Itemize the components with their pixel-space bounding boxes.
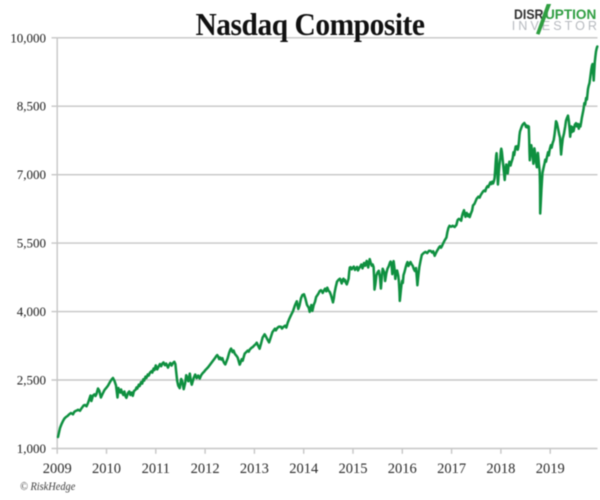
svg-text:1,000: 1,000 — [17, 441, 46, 456]
svg-text:4,000: 4,000 — [17, 304, 46, 319]
svg-text:2014: 2014 — [289, 461, 319, 477]
svg-text:8,500: 8,500 — [17, 99, 46, 114]
svg-text:2015: 2015 — [339, 461, 368, 477]
svg-text:2017: 2017 — [437, 461, 466, 477]
svg-text:2009: 2009 — [43, 461, 72, 477]
svg-text:10,000: 10,000 — [10, 30, 46, 45]
svg-text:2012: 2012 — [191, 461, 220, 477]
svg-text:2,500: 2,500 — [17, 373, 46, 388]
svg-text:2013: 2013 — [240, 461, 269, 477]
svg-text:2016: 2016 — [388, 461, 417, 477]
svg-text:2010: 2010 — [92, 461, 121, 477]
svg-text:7,000: 7,000 — [17, 167, 46, 182]
svg-text:2011: 2011 — [142, 461, 170, 477]
svg-text:2018: 2018 — [486, 461, 515, 477]
svg-text:2019: 2019 — [536, 461, 565, 477]
svg-text:5,500: 5,500 — [17, 236, 46, 251]
